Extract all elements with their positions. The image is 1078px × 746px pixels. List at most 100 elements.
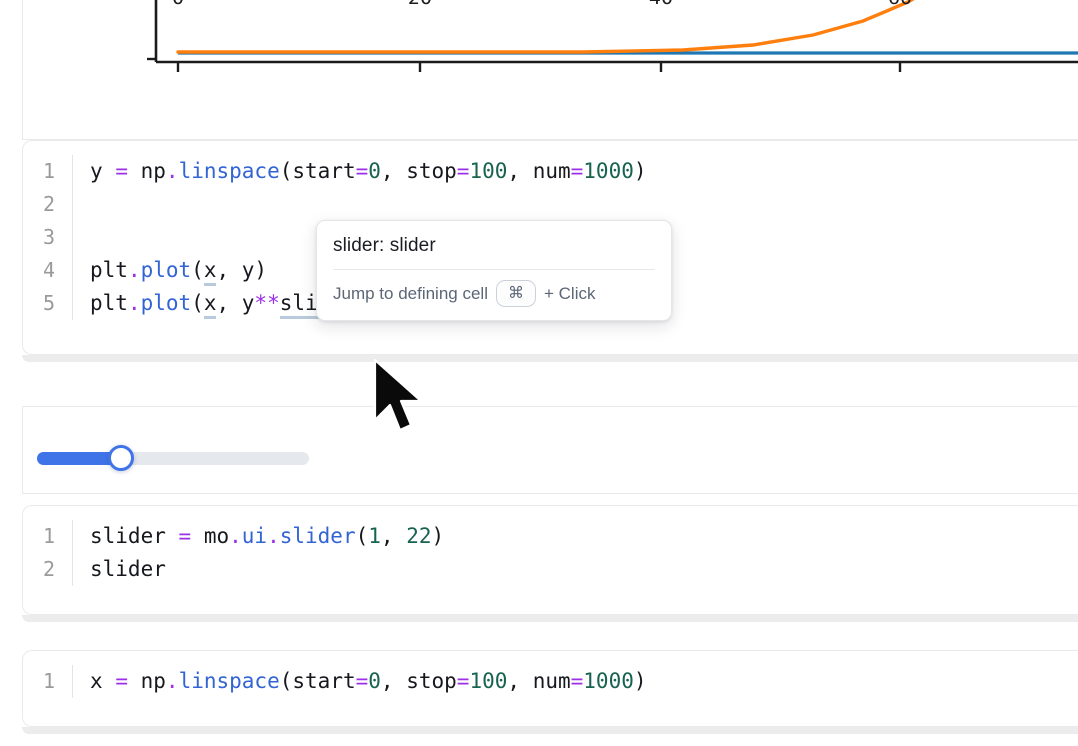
tooltip-divider — [333, 269, 655, 270]
tooltip-title: slider: slider — [333, 235, 436, 256]
code-line[interactable]: slider — [90, 553, 444, 586]
code-token: ) — [633, 159, 647, 183]
code-token: ( — [191, 291, 204, 315]
code-token: . — [229, 524, 242, 548]
code-token — [166, 524, 179, 548]
code-line[interactable]: x = np.linspace(start=0, stop=100, num=1… — [90, 665, 647, 698]
code-token: x — [90, 669, 103, 693]
code-token: start — [292, 669, 356, 693]
line-number: 4 — [42, 258, 55, 282]
code-line[interactable] — [90, 188, 647, 221]
code-line[interactable]: plt.plot(x, y) — [90, 254, 647, 287]
code-token: . — [127, 258, 141, 282]
code-token: slider — [90, 557, 166, 581]
code-token: 0 — [368, 669, 381, 693]
code-token: = — [570, 669, 584, 693]
code-token: , — [380, 159, 407, 183]
slider-output-cell — [22, 406, 1078, 494]
code-token — [128, 669, 141, 693]
code-token: plt — [90, 291, 128, 315]
code-token: 1000 — [583, 159, 634, 183]
code-token: ) — [431, 524, 445, 548]
code-token: = — [570, 159, 584, 183]
code-token: linspace — [178, 159, 280, 183]
code-token: ui — [241, 524, 268, 548]
code-editor[interactable]: x = np.linspace(start=0, stop=100, num=1… — [73, 665, 647, 698]
code-token: plot — [140, 291, 192, 315]
code-token: ** — [254, 291, 280, 315]
code-token — [191, 524, 204, 548]
code-token: = — [456, 159, 470, 183]
code-token: linspace — [178, 669, 280, 693]
code-token: 22 — [406, 524, 432, 548]
code-token: = — [355, 669, 369, 693]
matplotlib-figure: 0.0 0 20 40 60 — [23, 0, 1078, 139]
cell-shadow — [22, 615, 1078, 622]
code-token: np — [140, 159, 166, 183]
code-token: = — [355, 159, 369, 183]
code-line[interactable]: slider = mo.ui.slider(1, 22) — [90, 520, 444, 553]
code-token: plot — [140, 258, 192, 282]
variable-tooltip: slider: slider Jump to defining cell ⌘ +… — [316, 220, 672, 321]
code-token[interactable]: x — [203, 258, 217, 286]
code-token: . — [165, 159, 179, 183]
code-token: plt — [90, 258, 128, 282]
slider-input[interactable] — [37, 445, 309, 471]
line-number-gutter: 1 2 3 4 5 — [23, 155, 73, 320]
plot-output-cell: 0.0 0 20 40 60 — [22, 0, 1078, 140]
x-ticklabel-0: 0 — [172, 0, 184, 9]
code-token: 1000 — [583, 669, 634, 693]
cell-shadow — [22, 355, 1078, 362]
code-token: . — [127, 291, 141, 315]
code-token: = — [115, 159, 128, 183]
line-number-gutter: 1 — [23, 665, 73, 698]
code-editor[interactable]: slider = mo.ui.slider(1, 22) slider — [73, 520, 444, 586]
code-token: ( — [279, 159, 293, 183]
x-ticklabel-60: 60 — [888, 0, 912, 9]
code-token: y — [90, 159, 103, 183]
slider-thumb[interactable] — [108, 445, 135, 471]
x-ticklabel-20: 20 — [408, 0, 432, 9]
x-ticklabel-40: 40 — [649, 0, 673, 9]
code-token[interactable]: x — [203, 291, 217, 319]
line-number: 1 — [42, 524, 55, 548]
code-token: = — [115, 669, 128, 693]
code-token: ( — [191, 258, 204, 282]
code-token: mo — [203, 524, 230, 548]
code-token: ( — [279, 669, 293, 693]
tooltip-hint-row: Jump to defining cell ⌘ + Click — [333, 280, 655, 307]
code-token: 0 — [368, 159, 381, 183]
code-token: slider — [279, 524, 356, 548]
code-token: , — [507, 669, 533, 693]
code-token: 100 — [469, 159, 508, 183]
code-line[interactable]: y = np.linspace(start=0, stop=100, num=1… — [90, 155, 647, 188]
line-number: 5 — [42, 291, 55, 315]
cell-shadow — [22, 727, 1078, 734]
code-token: 100 — [469, 669, 508, 693]
line-number: 3 — [42, 225, 55, 249]
code-token — [103, 159, 116, 183]
code-token — [103, 669, 116, 693]
tooltip-hint-suffix: + Click — [543, 283, 596, 303]
code-token: start — [292, 159, 356, 183]
code-token: , y — [216, 291, 255, 315]
code-token: , y) — [216, 258, 268, 282]
code-token: = — [178, 524, 192, 548]
code-token: num — [532, 159, 571, 183]
code-token: stop — [406, 669, 457, 693]
code-token: slider — [90, 524, 166, 548]
line-number: 2 — [42, 557, 55, 581]
code-token: num — [532, 669, 571, 693]
code-token — [128, 159, 141, 183]
code-token: stop — [406, 159, 457, 183]
code-token: np — [140, 669, 166, 693]
code-token: , — [507, 159, 533, 183]
code-token: 1 — [368, 524, 381, 548]
code-token: , — [380, 524, 407, 548]
tooltip-hint-text: Jump to defining cell — [333, 283, 488, 303]
line-number: 2 — [42, 192, 55, 216]
code-cell-x[interactable]: 1 x = np.linspace(start=0, stop=100, num… — [22, 650, 1078, 727]
